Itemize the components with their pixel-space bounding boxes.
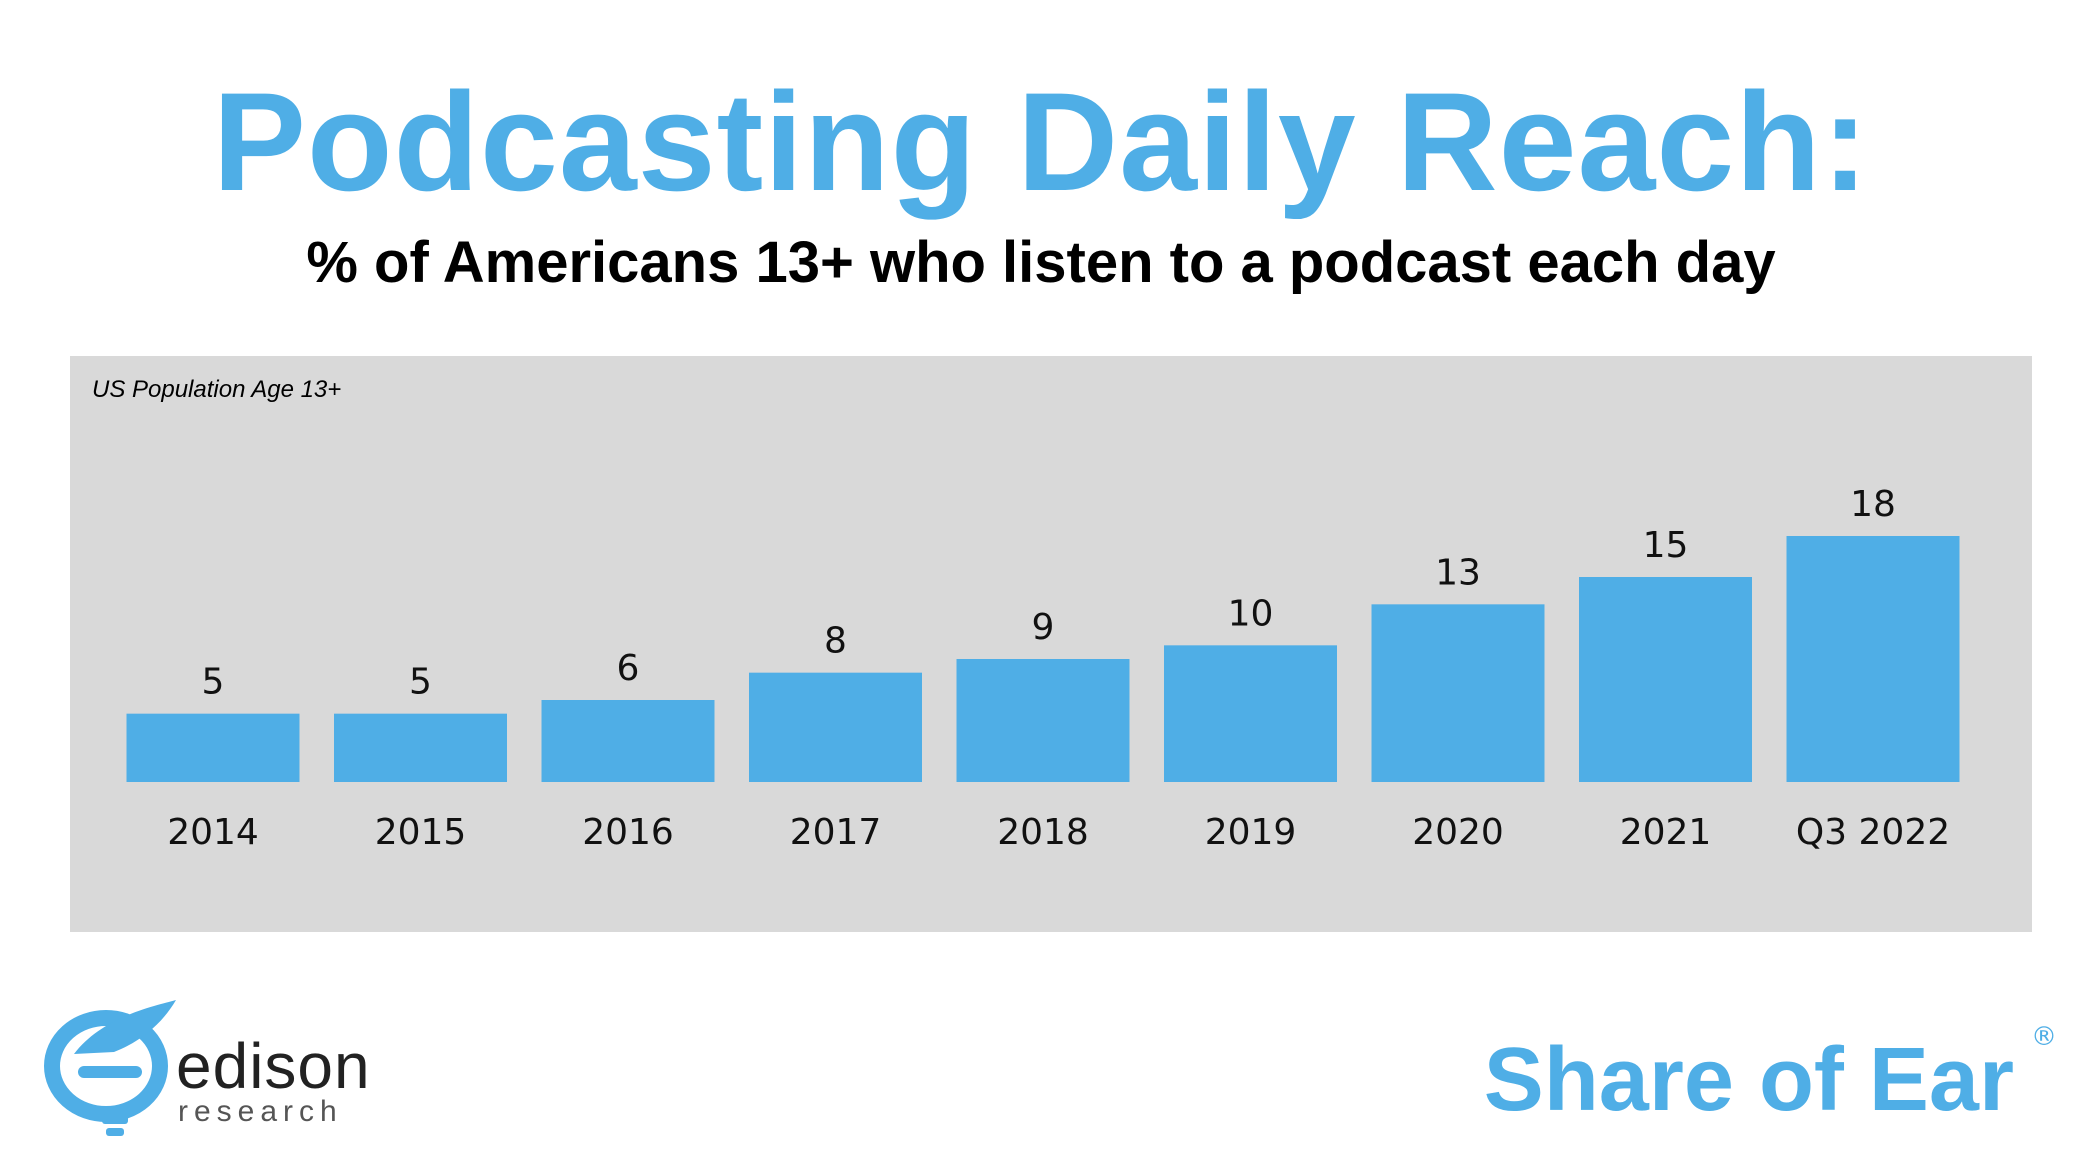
logo-subtext: research bbox=[178, 1095, 343, 1128]
x-tick-label: 2019 bbox=[1205, 812, 1297, 853]
x-tick-label: 2020 bbox=[1412, 812, 1504, 853]
bar bbox=[956, 659, 1130, 782]
page-title: Podcasting Daily Reach: bbox=[212, 63, 1870, 220]
bar bbox=[334, 713, 507, 782]
edison-research-logo: edison research bbox=[44, 994, 404, 1144]
x-tick-label: 2017 bbox=[790, 812, 882, 853]
registered-mark: ® bbox=[2031, 1022, 2057, 1052]
data-label: 15 bbox=[1643, 525, 1689, 566]
bar bbox=[541, 700, 715, 782]
data-label: 18 bbox=[1850, 484, 1896, 525]
population-note: US Population Age 13+ bbox=[92, 376, 342, 403]
data-label: 5 bbox=[409, 662, 432, 703]
data-label: 9 bbox=[1032, 607, 1055, 648]
x-tick-label: Q3 2022 bbox=[1796, 812, 1950, 853]
bar bbox=[1371, 604, 1545, 782]
bar bbox=[1579, 577, 1752, 782]
x-tick-label: 2018 bbox=[997, 812, 1089, 853]
data-label: 13 bbox=[1435, 552, 1481, 593]
x-tick-label: 2021 bbox=[1620, 812, 1712, 853]
bar bbox=[1786, 536, 1960, 782]
share-of-ear-brand: Share of Ear bbox=[1483, 1030, 2014, 1130]
logo-wordmark: edison bbox=[176, 1030, 371, 1102]
data-label: 5 bbox=[202, 662, 225, 703]
data-label: 10 bbox=[1228, 593, 1274, 634]
x-tick-label: 2014 bbox=[167, 812, 259, 853]
page-subtitle: % of Americans 13+ who listen to a podca… bbox=[306, 230, 1776, 295]
x-tick-label: 2016 bbox=[582, 812, 674, 853]
data-label: 6 bbox=[617, 648, 640, 689]
bar bbox=[1164, 645, 1337, 782]
bar bbox=[749, 672, 922, 782]
chart-panel: US Population Age 13+ 5 2014 5 2015 6 2016 8 20… bbox=[70, 356, 2032, 932]
data-label: 8 bbox=[824, 621, 847, 662]
bar bbox=[126, 713, 300, 782]
x-tick-label: 2015 bbox=[375, 812, 467, 853]
edison-bulb-icon bbox=[44, 1000, 176, 1136]
bar-chart: 5 2014 5 2015 6 2016 8 2017 9 2018 10 2019 13 2020 15 2… bbox=[126, 484, 1960, 853]
